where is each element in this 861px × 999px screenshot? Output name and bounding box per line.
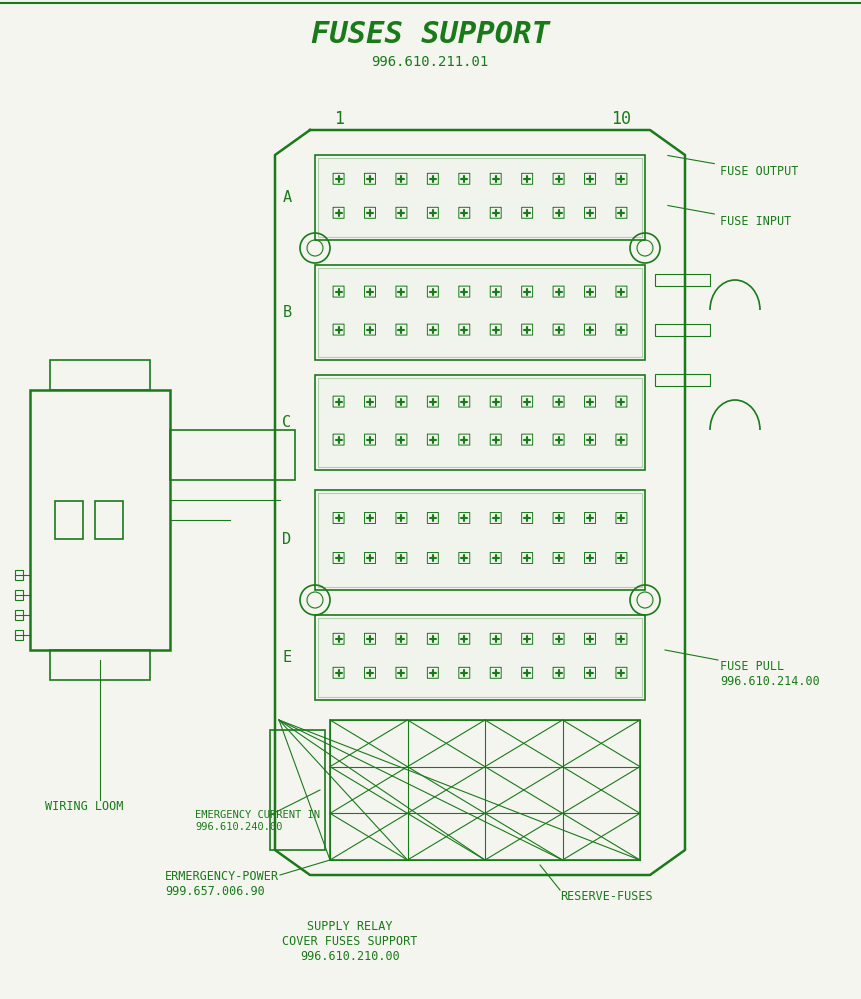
Text: C: C xyxy=(282,415,292,430)
Text: RESERVE-FUSES: RESERVE-FUSES xyxy=(560,890,653,903)
Text: FUSE INPUT: FUSE INPUT xyxy=(668,206,791,228)
Bar xyxy=(318,378,642,467)
Text: E: E xyxy=(282,650,292,665)
Bar xyxy=(655,274,710,286)
Bar xyxy=(15,610,23,620)
Text: FUSE OUTPUT: FUSE OUTPUT xyxy=(668,156,798,178)
Bar xyxy=(50,360,150,390)
Text: FUSES SUPPORT: FUSES SUPPORT xyxy=(311,20,549,49)
Text: 10: 10 xyxy=(611,110,631,128)
Bar xyxy=(50,650,150,680)
Bar xyxy=(315,615,645,700)
Bar xyxy=(655,324,710,336)
Text: B: B xyxy=(282,305,292,320)
Bar xyxy=(655,374,710,386)
Bar xyxy=(318,268,642,357)
Bar xyxy=(30,390,170,650)
Bar xyxy=(315,375,645,470)
Text: 1: 1 xyxy=(333,110,344,128)
Bar xyxy=(318,618,642,697)
Bar xyxy=(15,570,23,580)
Bar xyxy=(315,265,645,360)
Text: EMERGENCY CURRENT IN
996.610.240.00: EMERGENCY CURRENT IN 996.610.240.00 xyxy=(195,810,320,831)
Text: D: D xyxy=(282,532,292,547)
Bar xyxy=(15,630,23,640)
Bar xyxy=(170,430,295,480)
Bar xyxy=(318,158,642,237)
Bar xyxy=(270,730,325,850)
Bar xyxy=(55,501,83,539)
Bar xyxy=(15,590,23,600)
Text: WIRING LOOM: WIRING LOOM xyxy=(45,800,123,813)
Bar xyxy=(95,501,123,539)
Bar xyxy=(315,490,645,590)
Bar xyxy=(315,155,645,240)
Text: FUSE PULL
996.610.214.00: FUSE PULL 996.610.214.00 xyxy=(720,660,820,688)
Text: ERMERGENCY-POWER
999.657.006.90: ERMERGENCY-POWER 999.657.006.90 xyxy=(165,870,279,898)
Text: 996.610.211.01: 996.610.211.01 xyxy=(371,55,489,69)
Text: SUPPLY RELAY
COVER FUSES SUPPORT
996.610.210.00: SUPPLY RELAY COVER FUSES SUPPORT 996.610… xyxy=(282,920,418,963)
Bar xyxy=(330,720,640,860)
Text: A: A xyxy=(282,190,292,205)
Bar xyxy=(318,493,642,587)
